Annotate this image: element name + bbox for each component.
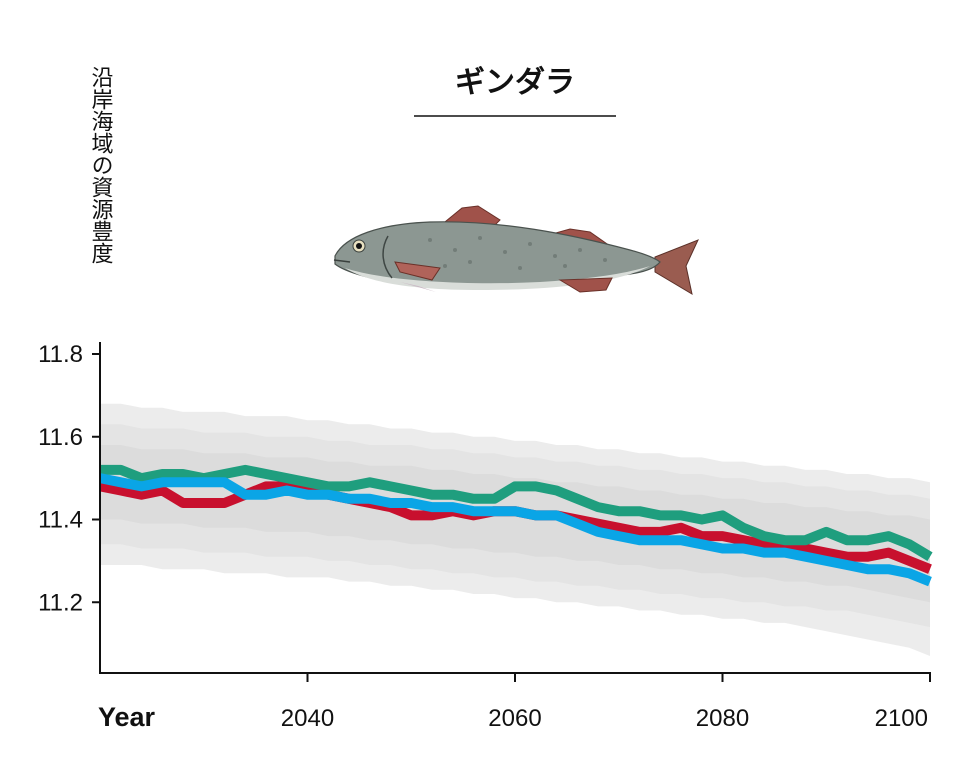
series-line-2 <box>100 464 933 561</box>
x-axis-ticks: 2040 2060 2080 2100 <box>281 673 931 732</box>
x-tick-label: 2060 <box>488 705 541 732</box>
y-tick-label: 11.4 <box>38 507 83 534</box>
series-line-3 <box>99 473 932 587</box>
y-tick-label: 11.6 <box>38 424 83 451</box>
x-tick-label: 2080 <box>696 705 749 732</box>
chart-title: ギンダラ <box>455 65 575 100</box>
y-tick-label: 11.8 <box>38 341 83 368</box>
y-tick-label: 11.2 <box>38 589 83 616</box>
x-axis-label: Year <box>98 702 156 732</box>
uncertainty-bands <box>100 403 930 656</box>
x-tick-label: 2100 <box>875 705 928 732</box>
y-axis-label: 沿岸海域の資源豊度 <box>88 66 114 264</box>
y-axis-ticks: 11.2 11.4 11.6 11.8 <box>38 341 100 616</box>
series-lines <box>99 464 933 587</box>
x-tick-label: 2040 <box>281 705 334 732</box>
sablefish-illustration-icon <box>333 205 699 296</box>
